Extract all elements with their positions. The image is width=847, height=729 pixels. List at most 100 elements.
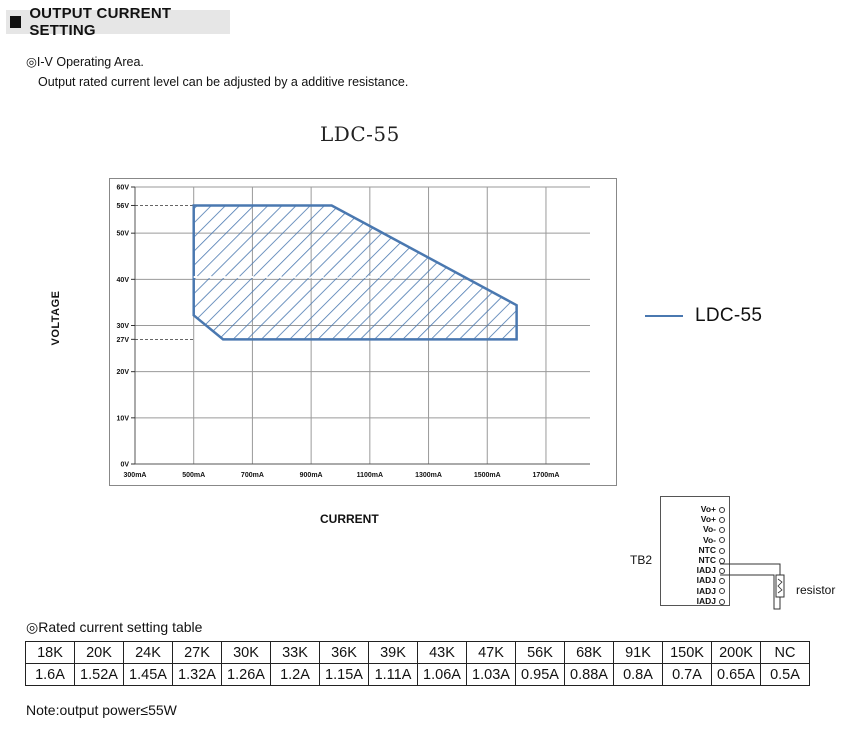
resistance-cell: 18K bbox=[25, 641, 75, 664]
current-cell: 0.65A bbox=[711, 663, 761, 686]
iv-area-title: ◎I-V Operating Area. bbox=[26, 55, 144, 69]
x-tick-label: 500mA bbox=[182, 472, 205, 479]
current-cell: 0.95A bbox=[515, 663, 565, 686]
x-tick-label: 1100mA bbox=[357, 472, 383, 479]
resistance-cell: 68K bbox=[564, 641, 614, 664]
terminal-circle-icon bbox=[719, 578, 725, 585]
terminal-circle-icon bbox=[719, 506, 725, 513]
tb2-pin-label: NTC bbox=[698, 555, 716, 566]
tb2-pin-label: Vo+ bbox=[700, 504, 716, 514]
square-bullet-icon bbox=[10, 16, 22, 28]
rating-table-title: ◎Rated current setting table bbox=[26, 619, 203, 635]
resistance-row: 18K 20K 24K 27K 30K 33K 36K 39K 43K 47K 56K 68K 91K 1… bbox=[25, 641, 810, 664]
tb2-pin: IADJ bbox=[697, 565, 725, 575]
current-cell: 1.15A bbox=[319, 663, 369, 686]
section-title: OUTPUT CURRENT SETTING bbox=[29, 5, 172, 39]
current-cell: 0.7A bbox=[662, 663, 712, 686]
terminal-circle-icon bbox=[719, 567, 725, 574]
tb2-pin: NTC bbox=[697, 555, 725, 565]
terminal-circle-icon bbox=[719, 537, 725, 544]
tb2-pin-label: Vo- bbox=[702, 524, 716, 535]
current-cell: 1.06A bbox=[417, 663, 467, 686]
current-cell: 1.03A bbox=[466, 663, 516, 686]
power-note: Note:output power≤55W bbox=[26, 702, 177, 718]
tb2-pin-label: Vo+ bbox=[700, 514, 716, 525]
tb2-pin-label: NTC bbox=[698, 544, 716, 555]
resistance-cell: 20K bbox=[74, 641, 124, 664]
resistor-label: resistor bbox=[796, 583, 836, 597]
chart-legend: LDC-55 bbox=[645, 305, 762, 327]
tb2-pin: Vo+ bbox=[697, 504, 725, 514]
tb2-pin: IADJ bbox=[697, 586, 725, 596]
legend-line-swatch bbox=[645, 315, 683, 317]
terminal-circle-icon bbox=[719, 557, 725, 564]
tb2-pin-list: Vo+ Vo+ Vo- Vo- NTC NTC IADJ IADJ IADJ IADJ bbox=[697, 504, 725, 606]
tb2-pin: IADJ bbox=[697, 575, 725, 585]
resistance-cell: 39K bbox=[368, 641, 418, 664]
resistance-cell: 150K bbox=[662, 641, 712, 664]
current-cell: 0.88A bbox=[564, 663, 614, 686]
wire-top bbox=[720, 563, 781, 575]
current-cell: 0.8A bbox=[613, 663, 663, 686]
tb2-pin-label: IADJ bbox=[696, 575, 716, 586]
legend-label: LDC-55 bbox=[695, 305, 763, 326]
terminal-circle-icon bbox=[719, 547, 725, 554]
wire-bottom bbox=[720, 574, 781, 610]
y-tick-label: 56V bbox=[117, 203, 130, 210]
resistance-cell: 24K bbox=[123, 641, 173, 664]
x-axis-label: CURRENT bbox=[320, 512, 379, 526]
tb2-label: TB2 bbox=[630, 553, 653, 567]
terminal-circle-icon bbox=[719, 598, 725, 605]
current-cell: 1.2A bbox=[270, 663, 320, 686]
tb2-pin: Vo+ bbox=[697, 514, 725, 524]
terminal-circle-icon bbox=[719, 588, 725, 595]
tb2-pin-label: Vo- bbox=[702, 534, 716, 545]
operating-area-polygon bbox=[192, 204, 518, 341]
tb2-pin-label: IADJ bbox=[696, 595, 716, 606]
y-tick-label: 60V bbox=[117, 185, 130, 192]
resistance-cell: 43K bbox=[417, 641, 467, 664]
iv-area-description: Output rated current level can be adjust… bbox=[38, 75, 409, 89]
x-tick-label: 1500mA bbox=[474, 472, 501, 479]
tb2-pin: NTC bbox=[697, 545, 725, 555]
y-tick-label: 20V bbox=[117, 369, 130, 376]
resistance-cell: 36K bbox=[319, 641, 369, 664]
resistance-cell: 33K bbox=[270, 641, 320, 664]
x-tick-label: 1700mA bbox=[533, 472, 560, 479]
terminal-circle-icon bbox=[719, 516, 725, 523]
current-cell: 1.26A bbox=[221, 663, 271, 686]
current-cell: 1.45A bbox=[123, 663, 173, 686]
resistance-cell: 200K bbox=[711, 641, 761, 664]
chart-title: LDC-55 bbox=[320, 122, 400, 146]
y-tick-label: 40V bbox=[117, 277, 130, 284]
resistance-cell: 27K bbox=[172, 641, 222, 664]
tb2-pin-label: IADJ bbox=[696, 585, 716, 596]
x-tick-label: 300mA bbox=[124, 472, 147, 479]
x-tick-label: 900mA bbox=[300, 472, 323, 479]
section-header: OUTPUT CURRENT SETTING bbox=[6, 5, 230, 39]
current-cell: 0.5A bbox=[760, 663, 810, 686]
iv-chart-svg: 300mA 500mA 700mA 900mA 1100mA 1300mA 1500mA 17… bbox=[117, 185, 590, 479]
current-cell: 1.52A bbox=[74, 663, 124, 686]
resistor-wiring bbox=[720, 563, 785, 610]
resistance-cell: 56K bbox=[515, 641, 565, 664]
resistance-cell: NC bbox=[760, 641, 810, 664]
y-axis-label: VOLTAGE bbox=[50, 290, 62, 346]
current-cell: 1.6A bbox=[25, 663, 75, 686]
x-tick-label: 1300mA bbox=[415, 472, 442, 479]
current-cell: 1.11A bbox=[368, 663, 418, 686]
tb2-pin: IADJ bbox=[697, 596, 725, 606]
terminal-circle-icon bbox=[719, 527, 725, 534]
tb2-pin-label: IADJ bbox=[696, 565, 716, 576]
tb2-pin: Vo- bbox=[697, 524, 725, 534]
x-tick-label: 700mA bbox=[241, 472, 264, 479]
current-row: 1.6A 1.52A 1.45A 1.32A 1.26A 1.2A 1.15A 1.11A 1.… bbox=[25, 663, 810, 686]
resistance-cell: 91K bbox=[613, 641, 663, 664]
y-tick-label: 0V bbox=[120, 462, 129, 469]
resistance-cell: 30K bbox=[221, 641, 271, 664]
resistor-zigzag-icon bbox=[777, 578, 783, 594]
y-tick-label: 10V bbox=[117, 415, 130, 422]
current-cell: 1.32A bbox=[172, 663, 222, 686]
tb2-pin: Vo- bbox=[697, 535, 725, 545]
y-tick-label: 27V bbox=[117, 337, 130, 344]
